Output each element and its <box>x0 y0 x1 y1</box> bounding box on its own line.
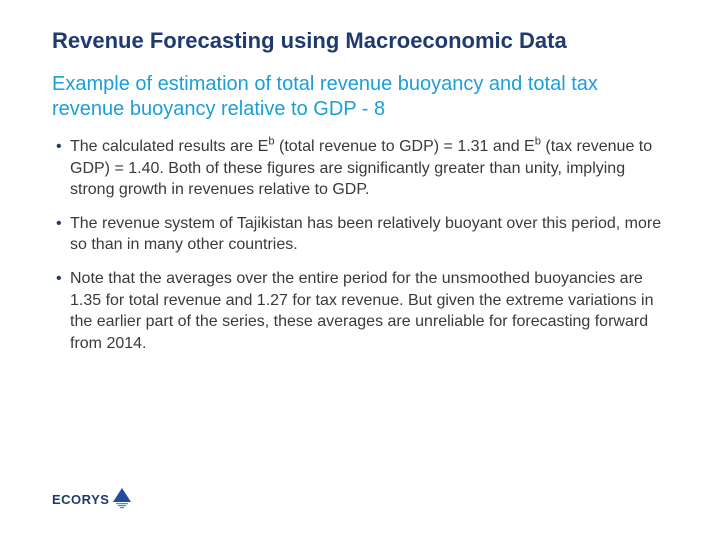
list-item: The calculated results are Eb (total rev… <box>56 136 668 201</box>
slide-content: Revenue Forecasting using Macroeconomic … <box>0 0 720 354</box>
ecorys-logo: ECORYS <box>52 488 131 510</box>
page-subtitle: Example of estimation of total revenue b… <box>52 72 668 122</box>
bullet-text: The revenue system of Tajikistan has bee… <box>70 215 661 254</box>
bullet-text-mid: (total revenue to GDP) = 1.31 and E <box>275 138 535 155</box>
page-title: Revenue Forecasting using Macroeconomic … <box>52 28 668 54</box>
list-item: Note that the averages over the entire p… <box>56 268 668 354</box>
bullet-list: The calculated results are Eb (total rev… <box>52 136 668 354</box>
logo-text: ECORYS <box>52 492 109 507</box>
bullet-text: Note that the averages over the entire p… <box>70 270 653 352</box>
logo-triangle-icon <box>113 488 131 510</box>
list-item: The revenue system of Tajikistan has bee… <box>56 213 668 256</box>
bullet-text-pre: The calculated results are E <box>70 138 268 155</box>
